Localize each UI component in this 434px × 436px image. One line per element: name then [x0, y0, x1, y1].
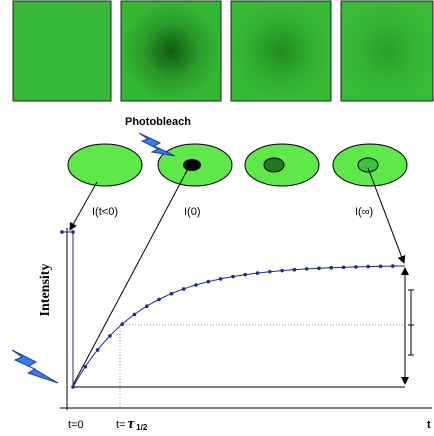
curve-dot	[293, 268, 297, 272]
image-prebleach	[13, 1, 111, 101]
curve-dot	[330, 266, 334, 270]
curve-dot	[280, 269, 284, 273]
curve-dot	[268, 270, 272, 274]
bleach-spot	[358, 158, 378, 172]
curve-dot	[243, 273, 247, 277]
curve-dot	[145, 304, 149, 308]
curve-dot	[84, 365, 88, 369]
pointer	[73, 165, 190, 385]
x-label-prefix: t=	[116, 419, 125, 431]
photobleach-label: Photobleach	[125, 116, 191, 128]
curve-dot	[120, 322, 124, 326]
image-bleach	[121, 1, 221, 101]
recovery-curve	[60, 230, 405, 389]
curve-dot	[219, 277, 223, 281]
curve-dot	[207, 280, 211, 284]
curve-dot	[60, 230, 64, 234]
x-label: t=0	[68, 419, 84, 431]
state-label: I(∞)	[355, 206, 373, 218]
curve-dot	[157, 298, 161, 302]
bleach-spot	[264, 158, 284, 172]
curve-dot	[231, 275, 235, 279]
state-label: I(t<0)	[92, 206, 118, 218]
page: Photobleach I(t<0) I(0) I(∞) Intensity t…	[0, 0, 434, 436]
diagram: Photobleach I(t<0) I(0) I(∞) Intensity t…	[0, 0, 434, 436]
curve-dot	[71, 385, 75, 389]
curve-dot	[366, 265, 370, 269]
curve-dot	[354, 265, 358, 269]
curve-dot	[256, 271, 260, 275]
curve-dot	[108, 334, 112, 338]
curve-dot	[133, 313, 137, 317]
curve-dot	[305, 267, 309, 271]
curve-dot	[379, 265, 383, 269]
bracket	[408, 290, 414, 355]
bleach-spot	[183, 159, 201, 171]
cell	[68, 144, 142, 186]
state-label: I(0)	[184, 206, 201, 218]
tau: τ	[127, 416, 135, 432]
subscript: 1/2	[136, 423, 148, 432]
curve-line	[73, 266, 405, 387]
x-label: t	[427, 419, 431, 431]
y-axis-label: Intensity	[38, 264, 53, 317]
curve-dot	[71, 230, 75, 234]
curve-dot	[170, 292, 174, 296]
image-recovered	[341, 1, 433, 101]
curve-dot	[342, 265, 346, 269]
curve-dot	[194, 283, 198, 287]
curve-dot	[391, 264, 395, 268]
image-recovery	[231, 1, 331, 101]
curve-dot	[317, 266, 321, 270]
curve-dot	[182, 287, 186, 291]
lightning	[12, 350, 58, 383]
curve-dot	[96, 348, 100, 352]
